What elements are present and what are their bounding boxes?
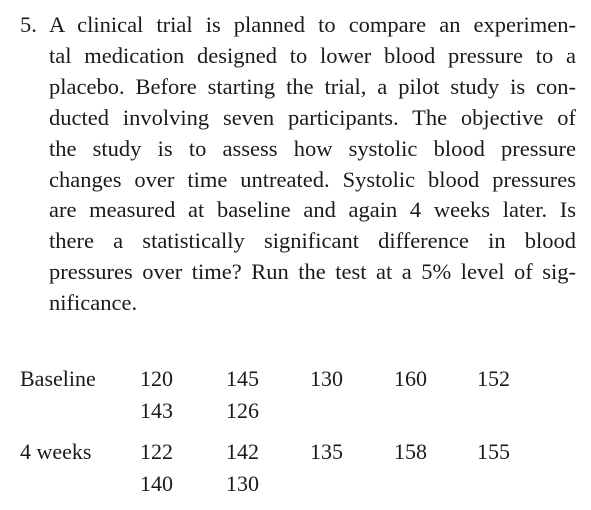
problem-text-line: nificance. bbox=[49, 290, 138, 316]
table-cell: 143 bbox=[140, 398, 173, 423]
table-cell: 140 bbox=[140, 471, 173, 496]
problem-text-line: ducted involving seven participants. The… bbox=[49, 104, 576, 130]
row-label-4-weeks: 4 weeks bbox=[20, 439, 92, 464]
table-cell: 130 bbox=[310, 366, 343, 391]
table-cell: 158 bbox=[394, 439, 427, 464]
table-cell: 130 bbox=[226, 471, 259, 496]
problem-statement: 5. A clinical trial is planned to compar… bbox=[20, 10, 576, 319]
problem-text-line: pressures over time? Run the test at a 5… bbox=[49, 259, 576, 285]
row-label-baseline: Baseline bbox=[20, 366, 96, 391]
problem-text-line: there a statistically significant differ… bbox=[49, 228, 576, 254]
table-cell: 120 bbox=[140, 366, 173, 391]
problem-text-line: A clinical trial is planned to compare a… bbox=[49, 12, 576, 37]
table-cell: 145 bbox=[226, 366, 259, 391]
table-cell: 126 bbox=[226, 398, 259, 423]
table-cell: 122 bbox=[140, 439, 173, 464]
problem-text-line: are measured at baseline and again 4 wee… bbox=[49, 197, 576, 223]
problem-text-line: the study is to assess how systolic bloo… bbox=[49, 135, 576, 161]
problem-number: 5. bbox=[20, 12, 37, 37]
table-cell: 152 bbox=[477, 366, 510, 391]
problem-text-line: tal medication designed to lower blood p… bbox=[49, 42, 576, 68]
table-cell: 135 bbox=[310, 439, 343, 464]
table-cell: 160 bbox=[394, 366, 427, 391]
table-cell: 142 bbox=[226, 439, 259, 464]
table-cell: 155 bbox=[477, 439, 510, 464]
problem-text-line: placebo. Before starting the trial, a pi… bbox=[49, 73, 576, 99]
problem-text-line: changes over time untreated. Systolic bl… bbox=[49, 166, 576, 192]
